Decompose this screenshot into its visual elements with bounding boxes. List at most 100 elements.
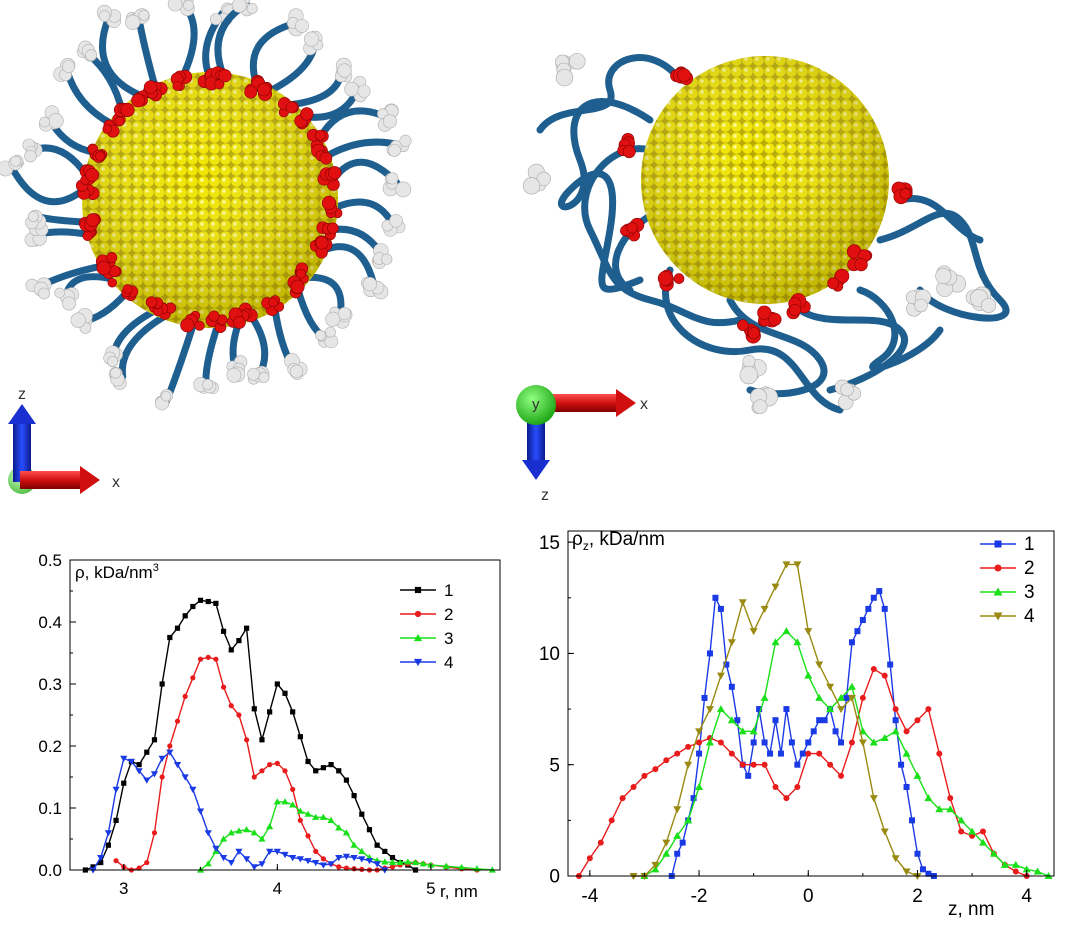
data-point [374,842,380,848]
end-group [138,9,150,21]
data-point [259,768,265,774]
end-group [62,296,77,311]
end-group [840,382,854,397]
polymer-chain [876,209,1010,322]
data-point [274,681,280,687]
data-point [902,749,911,757]
series-2 [575,666,1030,879]
anchor-group [257,82,271,97]
legend-marker [994,564,1002,572]
data-point [936,750,943,757]
legend-entry-4: 4 [980,606,1035,627]
data-point [652,766,659,773]
data-point [696,750,703,757]
data-point [351,793,357,799]
data-point [182,613,188,619]
data-point [760,693,769,701]
data-point [227,829,235,836]
data-point [90,864,96,870]
data-point [957,816,966,824]
polymer-chain [118,313,167,381]
x-tick-label: 5 [426,879,435,898]
data-point [767,750,774,757]
data-point [854,628,861,635]
x-axis-label: z, nm [948,899,994,920]
data-point [105,842,111,848]
end-group [231,0,247,13]
data-point [289,855,297,862]
data-point [892,706,899,713]
data-point [320,856,326,862]
data-point [213,600,219,606]
data-point [913,771,922,779]
data-point [838,772,845,779]
data-point [772,783,779,790]
data-point [365,858,374,865]
end-group [386,172,399,185]
data-point [804,628,813,636]
polymer-chain [896,194,984,244]
data-point [782,561,791,569]
data-point [771,583,780,591]
data-point [880,734,889,741]
legend-label: 2 [444,605,453,624]
anchor-group [747,327,760,340]
end-group [295,18,309,33]
data-point [173,762,182,769]
legend-marker [993,587,1003,596]
data-point [663,757,670,764]
end-group [62,60,76,73]
series-2 [113,654,480,873]
data-point [282,768,288,774]
data-point [979,838,988,846]
end-group [337,63,352,78]
y-tick-label: 10 [539,644,560,665]
data-point [342,853,351,860]
data-point [98,859,104,866]
end-group [210,13,222,26]
data-point [728,750,735,757]
data-point [350,855,358,862]
anchor-group [899,188,911,200]
anchor-group [827,277,840,290]
left-anchor-groups [75,66,343,334]
y-tick-label: 0.4 [38,613,62,632]
data-point [281,798,289,805]
data-point [887,661,894,668]
data-point [113,817,119,823]
data-point [366,827,373,833]
anchor-group [232,316,246,329]
end-group [399,134,412,147]
end-group [522,177,541,195]
anchor-group [145,296,158,308]
series-line [115,656,478,871]
x-tick-label: 0 [803,886,814,907]
chart-axes [567,530,1055,877]
series-4 [629,561,922,880]
data-point [273,848,281,855]
data-point [727,716,736,724]
data-point [1022,865,1031,873]
data-point [358,847,366,854]
right-front-chains [617,66,913,344]
anchor-group [737,319,749,331]
data-point [373,861,381,868]
data-point [243,826,251,833]
end-group [981,297,997,313]
anchor-group [295,268,306,279]
data-point [946,805,955,813]
data-point [925,870,932,877]
anchor-group [82,230,93,242]
legend-label: 3 [1024,582,1035,603]
data-point [266,848,274,855]
data-point [359,866,365,872]
series-line [85,599,416,871]
data-point [312,859,320,867]
data-point [442,862,450,869]
legend-marker [414,610,422,618]
data-point [909,817,916,824]
data-point [228,703,234,709]
data-point [586,855,593,862]
data-point [120,755,128,762]
end-group [246,3,258,14]
